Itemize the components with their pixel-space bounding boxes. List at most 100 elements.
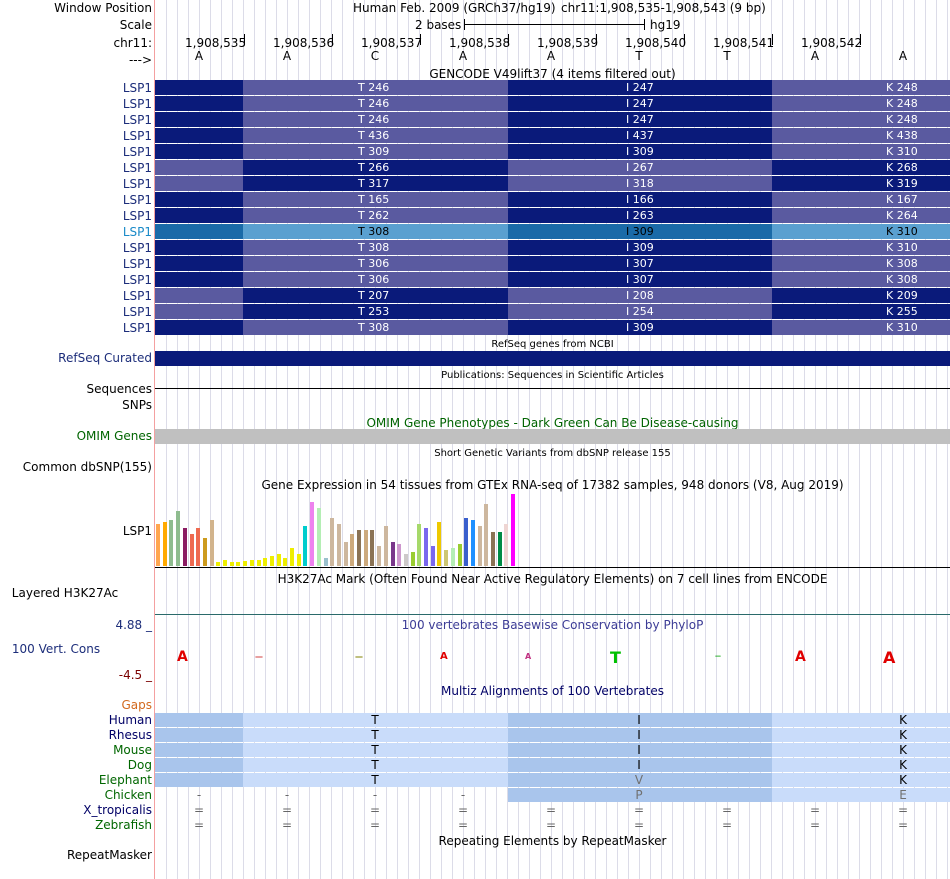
multiz-species-label[interactable]: Human	[108, 713, 152, 727]
gtex-bar[interactable]	[450, 548, 455, 566]
gtex-bar[interactable]	[464, 518, 469, 566]
gencode-transcript[interactable]: T 306 I 307 K 308	[155, 256, 950, 271]
gtex-bar[interactable]	[330, 518, 335, 566]
gtex-bar[interactable]	[310, 502, 315, 566]
gtex-bar[interactable]	[511, 494, 516, 566]
multiz-species-row[interactable]: = = = = = = = = =	[155, 818, 950, 832]
gtex-bar[interactable]	[383, 526, 388, 566]
gencode-transcript[interactable]: T 308 I 309 K 310	[155, 224, 950, 239]
multiz-species-label[interactable]: Mouse	[113, 743, 152, 757]
gencode-transcript-label[interactable]: LSP1	[122, 97, 152, 111]
sequences-label[interactable]: Sequences	[86, 382, 152, 396]
gencode-transcript-label[interactable]: LSP1	[122, 305, 152, 319]
gtex-bar[interactable]	[182, 528, 187, 566]
gtex-bar[interactable]	[223, 560, 227, 566]
gencode-transcript[interactable]: T 262 I 263 K 264	[155, 208, 950, 223]
gencode-transcript[interactable]: T 317 I 318 K 319	[155, 176, 950, 191]
gtex-bar[interactable]	[303, 526, 308, 566]
gtex-bar[interactable]	[491, 532, 495, 566]
gtex-bar[interactable]	[357, 530, 361, 566]
gtex-bar[interactable]	[323, 558, 328, 566]
gtex-bar[interactable]	[424, 528, 428, 566]
gtex-bar[interactable]	[470, 520, 475, 566]
gtex-bar[interactable]	[169, 520, 174, 566]
gtex-bar[interactable]	[350, 534, 355, 566]
gtex-gene-label[interactable]: LSP1	[122, 524, 152, 538]
cons-label[interactable]: 100 Vert. Cons	[11, 642, 101, 656]
gtex-bar[interactable]	[156, 524, 160, 566]
snps-label[interactable]: SNPs	[122, 398, 152, 412]
gencode-transcript[interactable]: T 308 I 309 K 310	[155, 320, 950, 335]
gtex-bar[interactable]	[236, 562, 241, 566]
gencode-transcript-label[interactable]: LSP1	[122, 321, 152, 335]
gencode-transcript[interactable]: T 207 I 208 K 209	[155, 288, 950, 303]
gtex-bar[interactable]	[363, 530, 368, 566]
gtex-bar[interactable]	[296, 554, 301, 566]
gtex-bar[interactable]	[477, 526, 482, 566]
gencode-transcript-label[interactable]: LSP1	[122, 241, 152, 255]
gtex-bar[interactable]	[283, 558, 288, 566]
gencode-transcript[interactable]: T 436 I 437 K 438	[155, 128, 950, 143]
gencode-transcript-label[interactable]: LSP1	[122, 81, 152, 95]
multiz-species-label[interactable]: Elephant	[98, 773, 152, 787]
gencode-transcript-label[interactable]: LSP1	[122, 129, 152, 143]
gtex-bar[interactable]	[249, 560, 254, 566]
gtex-bar[interactable]	[162, 522, 167, 566]
refseq-label[interactable]: RefSeq Curated	[58, 351, 152, 365]
gtex-bar[interactable]	[243, 561, 248, 566]
gtex-bar[interactable]	[484, 504, 489, 566]
gencode-transcript-label[interactable]: LSP1	[122, 193, 152, 207]
gtex-bar[interactable]	[410, 552, 415, 566]
gtex-chart[interactable]	[155, 492, 950, 568]
gtex-bar[interactable]	[189, 534, 194, 566]
gencode-transcript-label[interactable]: LSP1	[122, 145, 152, 159]
multiz-species-label[interactable]: X_tropicalis	[83, 803, 152, 817]
gencode-transcript[interactable]: T 309 I 309 K 310	[155, 144, 950, 159]
gtex-bar[interactable]	[437, 522, 442, 566]
gtex-bar[interactable]	[336, 524, 341, 566]
gtex-bar[interactable]	[269, 556, 274, 566]
repeatmasker-label[interactable]: RepeatMasker	[66, 848, 152, 862]
gencode-transcript[interactable]: T 266 I 267 K 268	[155, 160, 950, 175]
gencode-transcript-label[interactable]: LSP1	[122, 273, 152, 287]
gencode-transcript[interactable]: T 253 I 254 K 255	[155, 304, 950, 319]
gtex-bar[interactable]	[397, 544, 402, 566]
gtex-bar[interactable]	[390, 542, 395, 566]
refseq-feature[interactable]	[155, 351, 950, 366]
gtex-bar[interactable]	[497, 532, 502, 566]
gtex-bar[interactable]	[196, 528, 201, 566]
multiz-species-row[interactable]: = = = = = = = = =	[155, 803, 950, 817]
gencode-transcript-label[interactable]: LSP1	[122, 289, 152, 303]
multiz-species-label[interactable]: Zebrafish	[95, 818, 152, 832]
omim-feature[interactable]	[155, 429, 950, 444]
gtex-bar[interactable]	[370, 530, 375, 566]
omim-label[interactable]: OMIM Genes	[76, 429, 152, 443]
gencode-transcript-label[interactable]: LSP1	[122, 209, 152, 223]
track-data-area[interactable]: Human Feb. 2009 (GRCh37/hg19) chr11:1,90…	[155, 0, 950, 879]
gencode-transcript[interactable]: T 165 I 166 K 167	[155, 192, 950, 207]
gtex-bar[interactable]	[176, 511, 181, 566]
gtex-bar[interactable]	[216, 562, 221, 566]
gtex-bar[interactable]	[209, 520, 214, 566]
cons-logo[interactable]: A — — A A T — A A	[155, 636, 950, 676]
multiz-species-label[interactable]: Rhesus	[108, 728, 152, 742]
multiz-species-label[interactable]: Dog	[127, 758, 152, 772]
gtex-bar[interactable]	[403, 554, 408, 566]
gtex-bar[interactable]	[276, 554, 281, 566]
gencode-transcript[interactable]: T 306 I 307 K 308	[155, 272, 950, 287]
gencode-transcript-label[interactable]: LSP1	[122, 177, 152, 191]
gencode-transcript[interactable]: T 246 I 247 K 248	[155, 112, 950, 127]
gencode-transcript[interactable]: T 246 I 247 K 248	[155, 96, 950, 111]
multiz-species-label[interactable]: Chicken	[104, 788, 152, 802]
gtex-bar[interactable]	[444, 550, 449, 566]
gencode-transcript-label[interactable]: LSP1	[122, 257, 152, 271]
gtex-bar[interactable]	[430, 546, 435, 566]
gtex-bar[interactable]	[202, 538, 207, 566]
gtex-bar[interactable]	[343, 542, 348, 566]
h3k27ac-label[interactable]: Layered H3K27Ac	[11, 586, 119, 600]
